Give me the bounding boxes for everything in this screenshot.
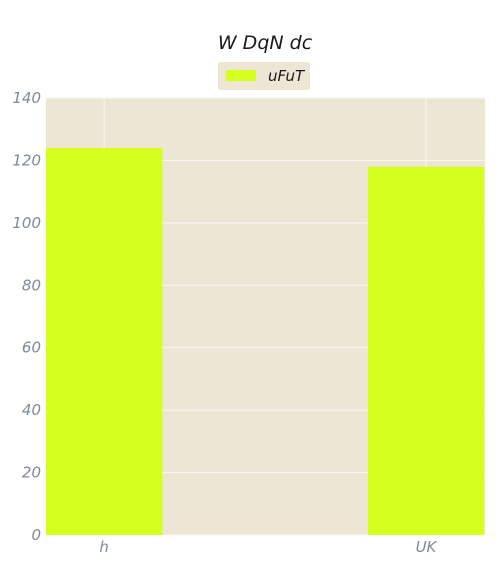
x-tick-label: UK: [416, 538, 438, 556]
bars: [46, 147, 485, 535]
legend-label: uFuT: [268, 67, 306, 85]
bar-h: [46, 147, 163, 535]
y-tick-label: 40: [22, 401, 41, 419]
x-axis-tick-labels: h UK: [99, 538, 437, 556]
y-tick-label: 20: [22, 464, 41, 482]
y-tick-label: 0: [31, 526, 41, 544]
y-tick-label: 80: [22, 276, 41, 294]
chart-title: W DqN dc: [218, 32, 313, 54]
y-axis-tick-labels: 0 20 40 60 80 100 120 140: [12, 89, 41, 544]
legend-box: [218, 62, 310, 90]
x-tick-label: h: [99, 538, 109, 556]
y-tick-label: 100: [12, 214, 41, 232]
legend: uFuT: [218, 62, 310, 90]
legend-swatch: [226, 70, 256, 81]
bar-uk: [367, 166, 485, 535]
y-tick-label: 140: [12, 89, 41, 107]
y-tick-label: 60: [22, 339, 41, 357]
y-tick-label: 120: [12, 151, 41, 169]
